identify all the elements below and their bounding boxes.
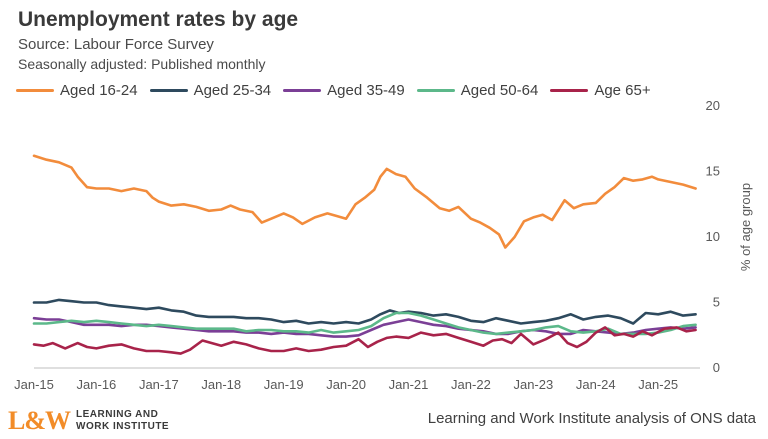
x-tick-label: Jan-19 [264, 377, 304, 392]
y-tick-label: 10 [706, 229, 720, 244]
legend-item: Aged 35-49 [283, 82, 405, 99]
x-tick-label: Jan-18 [201, 377, 241, 392]
x-tick-label: Jan-23 [513, 377, 553, 392]
logo-mark: L&W [8, 406, 71, 435]
legend-item: Age 65+ [550, 82, 651, 99]
series-line-age-65- [32, 326, 697, 355]
y-axis-label: % of age group [738, 183, 753, 271]
x-tick-label: Jan-15 [14, 377, 54, 392]
y-tick-label: 15 [706, 164, 720, 179]
legend-label: Aged 16-24 [60, 82, 138, 99]
legend-swatch [416, 89, 455, 92]
x-tick-label: Jan-22 [451, 377, 491, 392]
chart-subtitle-source: Source: Labour Force Survey [18, 36, 214, 53]
logo-text: LEARNING AND WORK INSTITUTE [76, 409, 169, 433]
x-tick-label: Jan-21 [389, 377, 429, 392]
legend-label: Aged 35-49 [327, 82, 405, 99]
chart-legend: Aged 16-24 Aged 25-34 Aged 35-49 Aged 50-64… [16, 82, 663, 99]
x-tick-label: Jan-17 [139, 377, 179, 392]
series-line-aged-25-34 [32, 298, 697, 325]
chart-axes: 0 5 10 15 20 % of age group Jan-15 Jan-16 Jan-17… [14, 98, 753, 392]
y-tick-label: 5 [713, 295, 720, 310]
x-tick-label: Jan-24 [576, 377, 616, 392]
y-tick-label: 0 [713, 360, 720, 375]
legend-label: Aged 50-64 [460, 82, 539, 99]
chart-series-lines [32, 154, 697, 355]
legend-item: Aged 16-24 [16, 82, 138, 99]
legend-label: Aged 25-34 [193, 82, 272, 99]
legend-item: Aged 25-34 [149, 82, 272, 99]
line-chart: 0 5 10 15 20 % of age group Jan-15 Jan-16 Jan-17… [14, 98, 753, 392]
source-note: Learning and Work Institute analysis of … [427, 410, 756, 427]
x-tick-label: Jan-16 [77, 377, 117, 392]
chart-subtitle-adjustment: Seasonally adjusted: Published monthly [18, 56, 266, 72]
chart-title: Unemployment rates by age [18, 8, 299, 31]
x-tick-label: Jan-25 [638, 377, 678, 392]
legend-label: Age 65+ [594, 82, 651, 99]
legend-swatch [550, 89, 589, 92]
legend-swatch [283, 89, 322, 92]
logo-line-1: LEARNING AND [76, 409, 159, 420]
lw-logo: L&W LEARNING AND WORK INSTITUTE [8, 406, 169, 436]
x-tick-label: Jan-20 [326, 377, 366, 392]
legend-swatch [149, 89, 188, 92]
logo-line-2: WORK INSTITUTE [76, 421, 170, 432]
legend-swatch [16, 89, 54, 92]
y-tick-label: 20 [706, 98, 720, 113]
legend-item: Aged 50-64 [416, 82, 539, 99]
series-line-aged-50-64 [32, 311, 697, 336]
series-line-aged-16-24 [32, 154, 697, 249]
